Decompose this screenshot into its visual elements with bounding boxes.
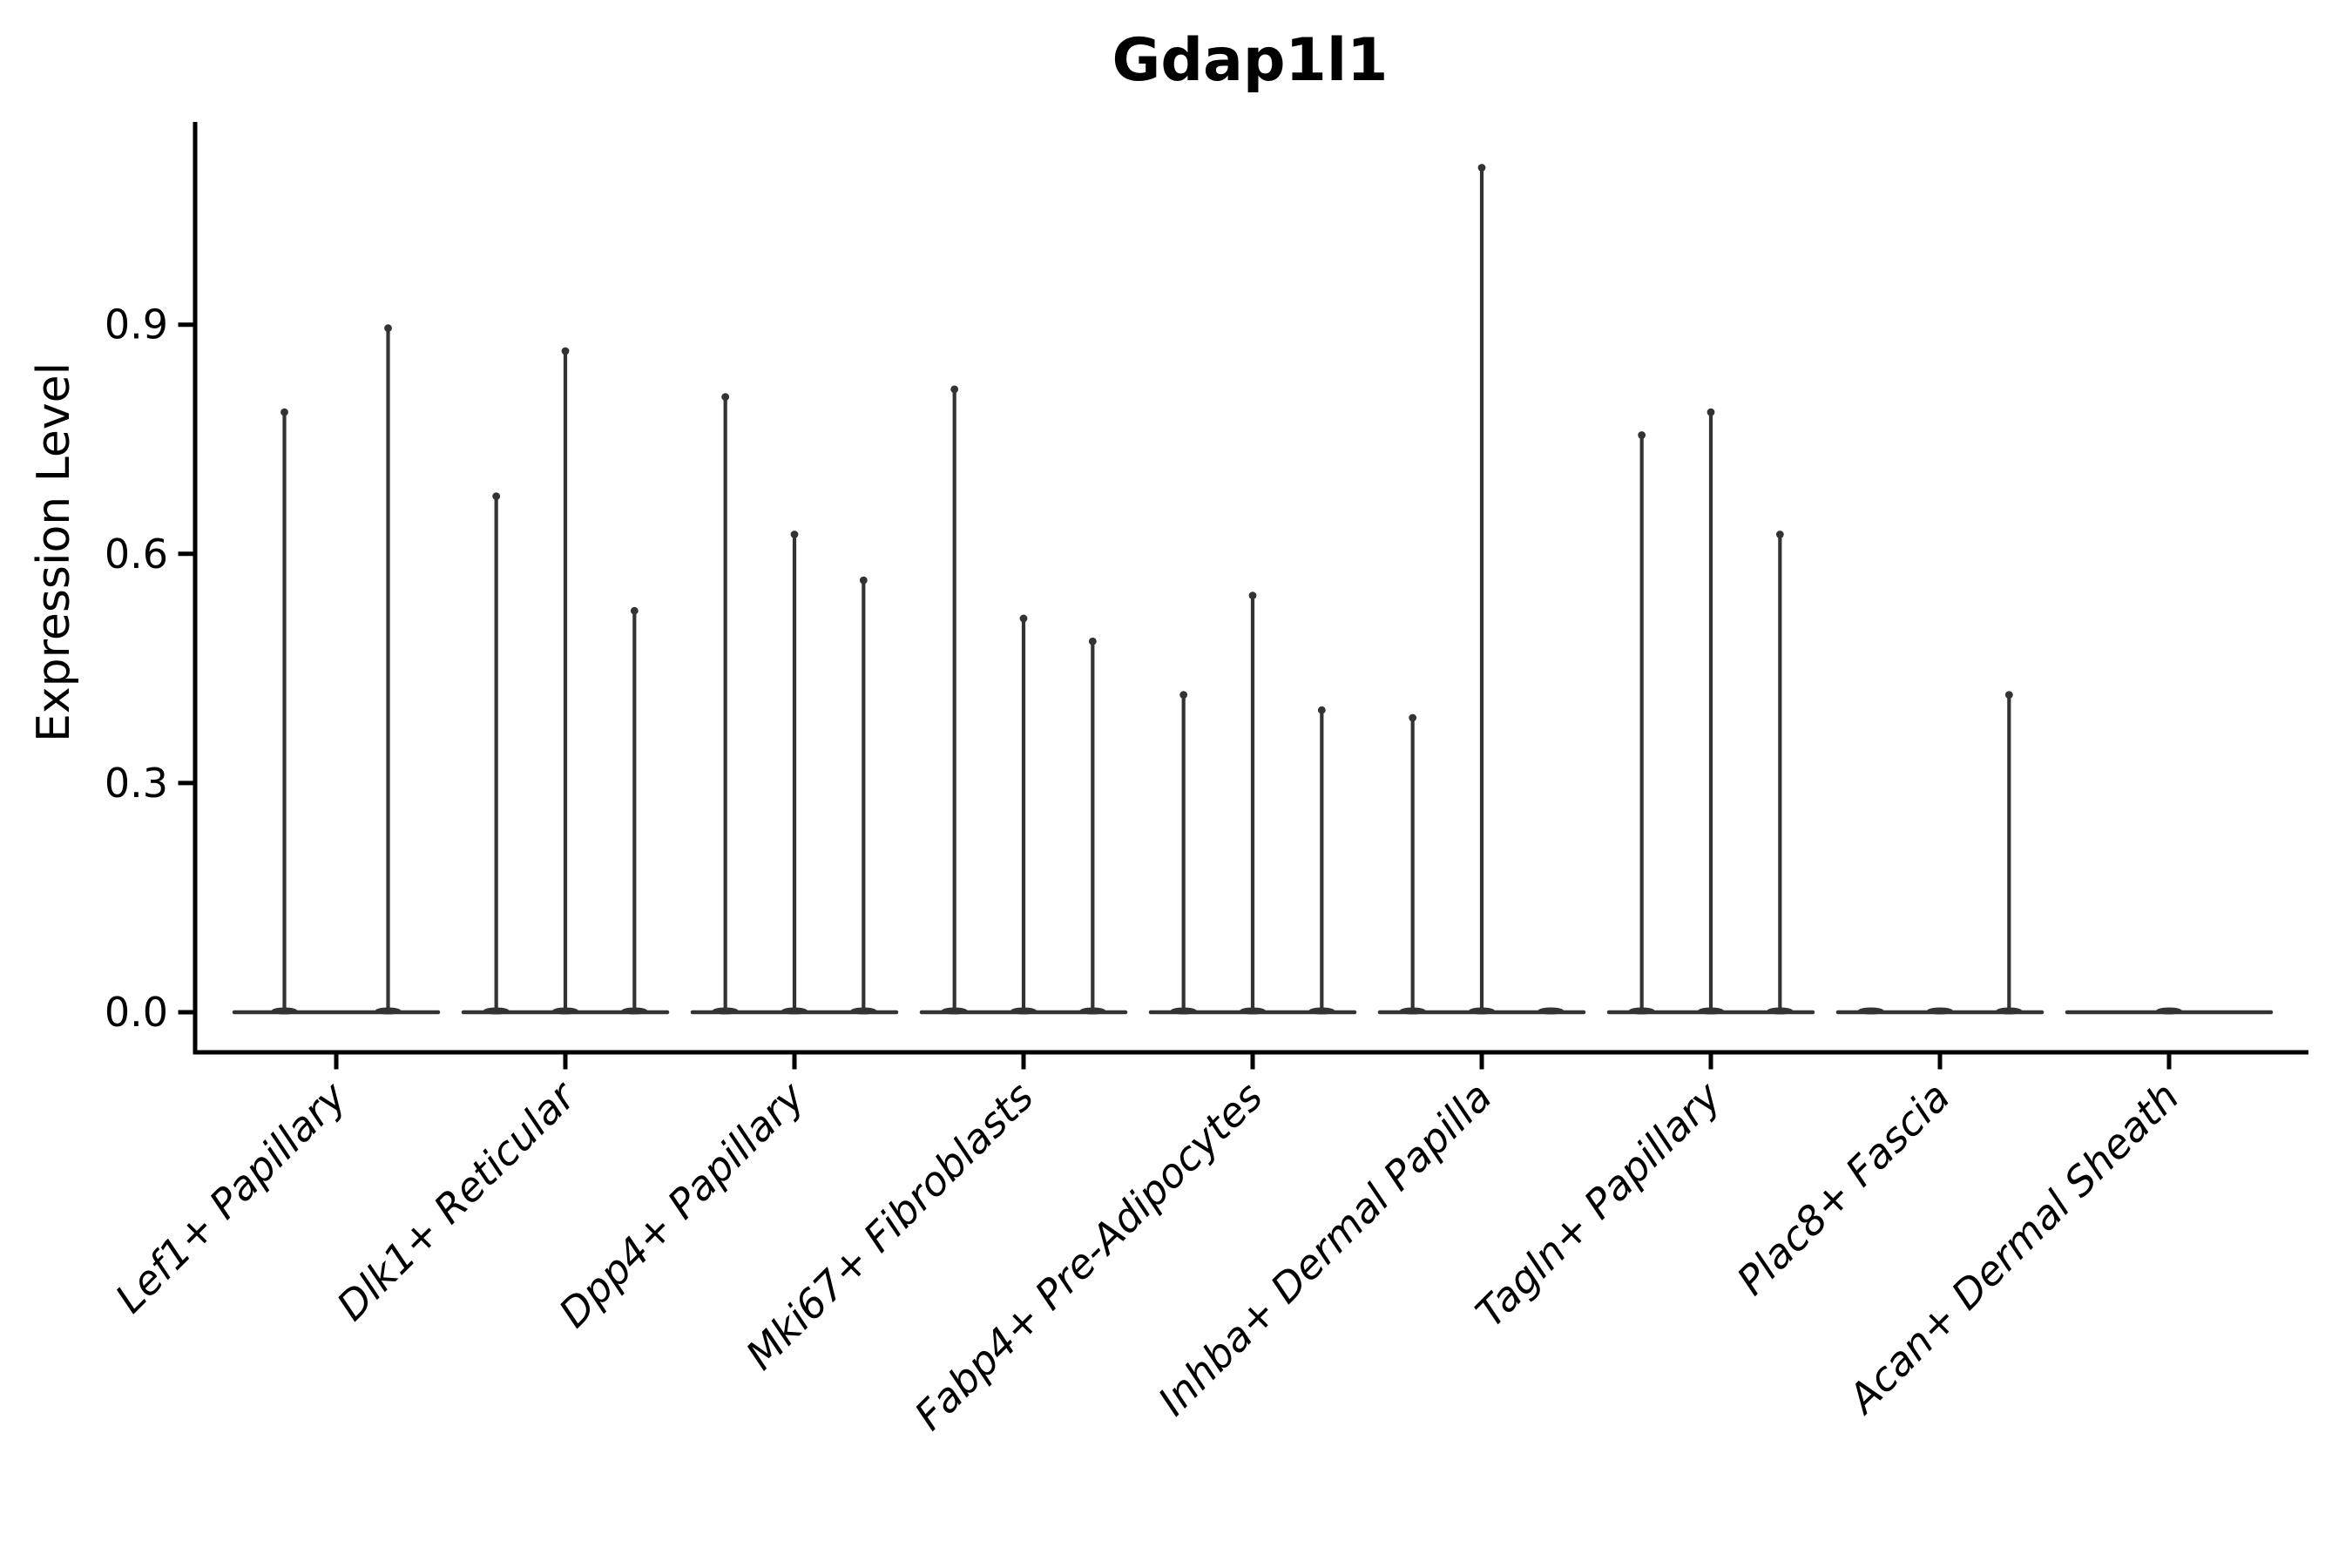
plot-title: Gdap1l1 xyxy=(1112,26,1389,95)
violin-spike-tip xyxy=(630,606,639,615)
violin-spike-tip xyxy=(561,347,570,355)
violin-spike-tip xyxy=(1477,164,1486,172)
x-category-label: Plac8+ Fascia xyxy=(1727,1073,1958,1304)
violin-spike-tip xyxy=(1179,691,1188,700)
violin-spike-tip xyxy=(721,393,730,402)
violin-spike-tip xyxy=(280,408,288,416)
y-tick-label: 0.6 xyxy=(105,531,168,578)
violin-spike-tip xyxy=(1409,713,1417,722)
violin-spike-tip xyxy=(1775,531,1784,538)
violin-base-bulge xyxy=(2156,1007,2182,1015)
y-tick-label: 0.3 xyxy=(105,760,168,807)
violin-spike-tip xyxy=(384,324,392,333)
x-category-label: Dpp4+ Papillary xyxy=(550,1072,814,1336)
violin-spike-tip xyxy=(1707,408,1715,416)
violin-spike-tip xyxy=(2004,691,2013,700)
x-category-label: Lef1+ Papillary xyxy=(106,1072,355,1321)
violin-spike-tip xyxy=(1317,706,1326,714)
violin-spike-tip xyxy=(859,576,868,585)
x-category-label: Tagln+ Papillary xyxy=(1466,1072,1730,1336)
violin-base-bulge xyxy=(1927,1007,1953,1015)
violin-spike-tip xyxy=(1019,614,1028,623)
violin-spike-tip xyxy=(790,531,799,538)
violin-spike-tip xyxy=(1088,637,1097,645)
x-category-label: Dlk1+ Reticular xyxy=(328,1071,586,1329)
violin-spike-tip xyxy=(950,385,959,394)
violin-spike-tip xyxy=(1638,431,1646,439)
y-tick-label: 0.0 xyxy=(105,989,168,1036)
violin-base-bulge xyxy=(1857,1007,1884,1015)
violin-base-bulge xyxy=(1538,1007,1565,1015)
y-tick-label: 0.9 xyxy=(105,301,168,348)
violin-spike-tip xyxy=(492,492,501,501)
violin-spike-tip xyxy=(1248,591,1257,600)
